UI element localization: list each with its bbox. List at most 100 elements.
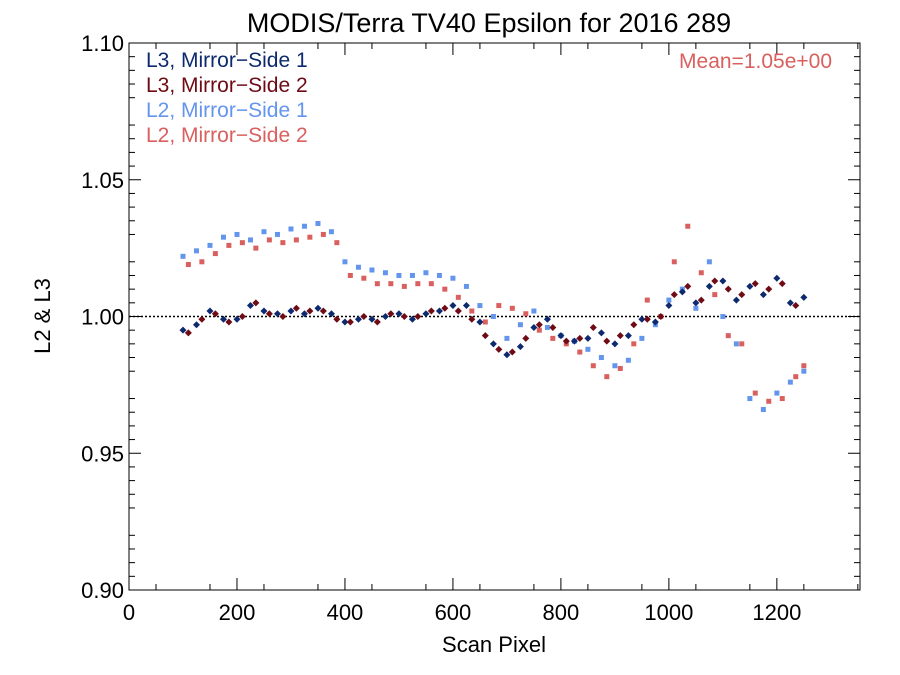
y-tick-labels: 0.90 0.95 1.00 1.05 1.10 xyxy=(81,31,124,603)
data-point xyxy=(341,318,349,326)
data-point xyxy=(442,286,448,292)
x-tick-label: 200 xyxy=(219,600,256,625)
data-point xyxy=(496,303,502,309)
x-tick-label: 1000 xyxy=(644,600,693,625)
data-point xyxy=(234,231,240,237)
data-point xyxy=(712,292,718,298)
y-tick-label: 0.90 xyxy=(81,578,124,603)
y-tick-label: 1.00 xyxy=(81,305,124,330)
x-tick-label: 600 xyxy=(435,600,472,625)
data-point xyxy=(585,346,591,352)
data-point xyxy=(698,270,704,276)
data-point xyxy=(427,307,435,315)
x-tick-label: 0 xyxy=(123,600,135,625)
data-point xyxy=(706,259,712,265)
data-point xyxy=(219,315,227,323)
data-point xyxy=(184,329,192,337)
data-point xyxy=(684,282,692,290)
data-point xyxy=(752,390,758,396)
data-point xyxy=(597,329,605,337)
mean-annotation: Mean=1.05e+00 xyxy=(679,50,832,73)
data-point xyxy=(355,264,361,270)
data-point xyxy=(611,340,619,348)
data-point xyxy=(382,270,388,276)
data-point xyxy=(604,374,610,380)
data-point xyxy=(644,297,650,303)
data-point xyxy=(293,237,299,243)
data-point xyxy=(746,282,754,290)
data-point xyxy=(516,343,524,351)
data-point xyxy=(787,379,793,385)
y-axis-title: L2 & L3 xyxy=(30,278,55,354)
data-point xyxy=(751,280,759,288)
data-point xyxy=(387,310,395,318)
data-point xyxy=(482,319,488,325)
data-point xyxy=(549,323,557,331)
data-point xyxy=(409,272,415,278)
data-point xyxy=(590,363,596,369)
data-point xyxy=(612,363,618,369)
data-point xyxy=(468,315,476,323)
x-tick-label: 1200 xyxy=(752,600,801,625)
data-point xyxy=(408,315,416,323)
data-point xyxy=(388,281,394,287)
data-point xyxy=(347,272,353,278)
data-point xyxy=(774,390,780,396)
data-point xyxy=(319,307,327,315)
data-point xyxy=(333,315,341,323)
data-point xyxy=(598,355,604,361)
data-point xyxy=(692,299,700,307)
data-point xyxy=(577,349,583,355)
data-point xyxy=(252,299,260,307)
data-point xyxy=(489,340,497,348)
data-point xyxy=(778,280,786,288)
data-point xyxy=(273,310,281,318)
data-point xyxy=(454,307,462,315)
data-point xyxy=(765,285,773,293)
y-tick-label: 0.95 xyxy=(81,441,124,466)
data-point xyxy=(536,327,542,333)
data-point xyxy=(342,259,348,265)
data-point xyxy=(266,237,272,243)
chart-title: MODIS/Terra TV40 Epsilon for 2016 289 xyxy=(247,8,731,38)
data-point xyxy=(584,334,592,342)
data-point xyxy=(193,248,199,254)
data-point xyxy=(793,374,799,380)
data-point xyxy=(300,310,308,318)
data-point xyxy=(233,315,241,323)
data-point xyxy=(396,272,402,278)
data-point xyxy=(400,313,408,320)
data-point xyxy=(589,323,597,331)
data-point xyxy=(562,337,570,345)
data-point xyxy=(801,363,807,369)
data-point xyxy=(631,341,637,347)
data-point xyxy=(198,315,206,323)
data-point xyxy=(211,310,219,318)
data-point xyxy=(759,291,767,299)
data-point xyxy=(550,335,556,341)
data-point xyxy=(180,253,186,259)
data-point xyxy=(792,302,800,310)
data-point xyxy=(360,313,368,320)
data-point xyxy=(625,357,631,363)
data-point xyxy=(423,270,429,276)
data-point xyxy=(374,281,380,287)
data-point xyxy=(773,274,781,282)
data-point xyxy=(346,318,354,326)
data-point xyxy=(476,318,484,326)
x-tick-label: 800 xyxy=(543,600,580,625)
data-point xyxy=(670,291,678,299)
y-tick-label: 1.05 xyxy=(81,168,124,193)
axis-ticks xyxy=(128,42,860,591)
data-point xyxy=(179,326,187,334)
data-point xyxy=(441,304,449,312)
data-point xyxy=(801,368,807,374)
legend-entry: L2, Mirror−Side 1 xyxy=(146,99,308,122)
data-point xyxy=(490,314,496,319)
data-point xyxy=(315,221,321,227)
data-point xyxy=(455,294,461,300)
data-point xyxy=(450,275,456,281)
data-point xyxy=(206,307,214,315)
data-point xyxy=(368,315,376,323)
